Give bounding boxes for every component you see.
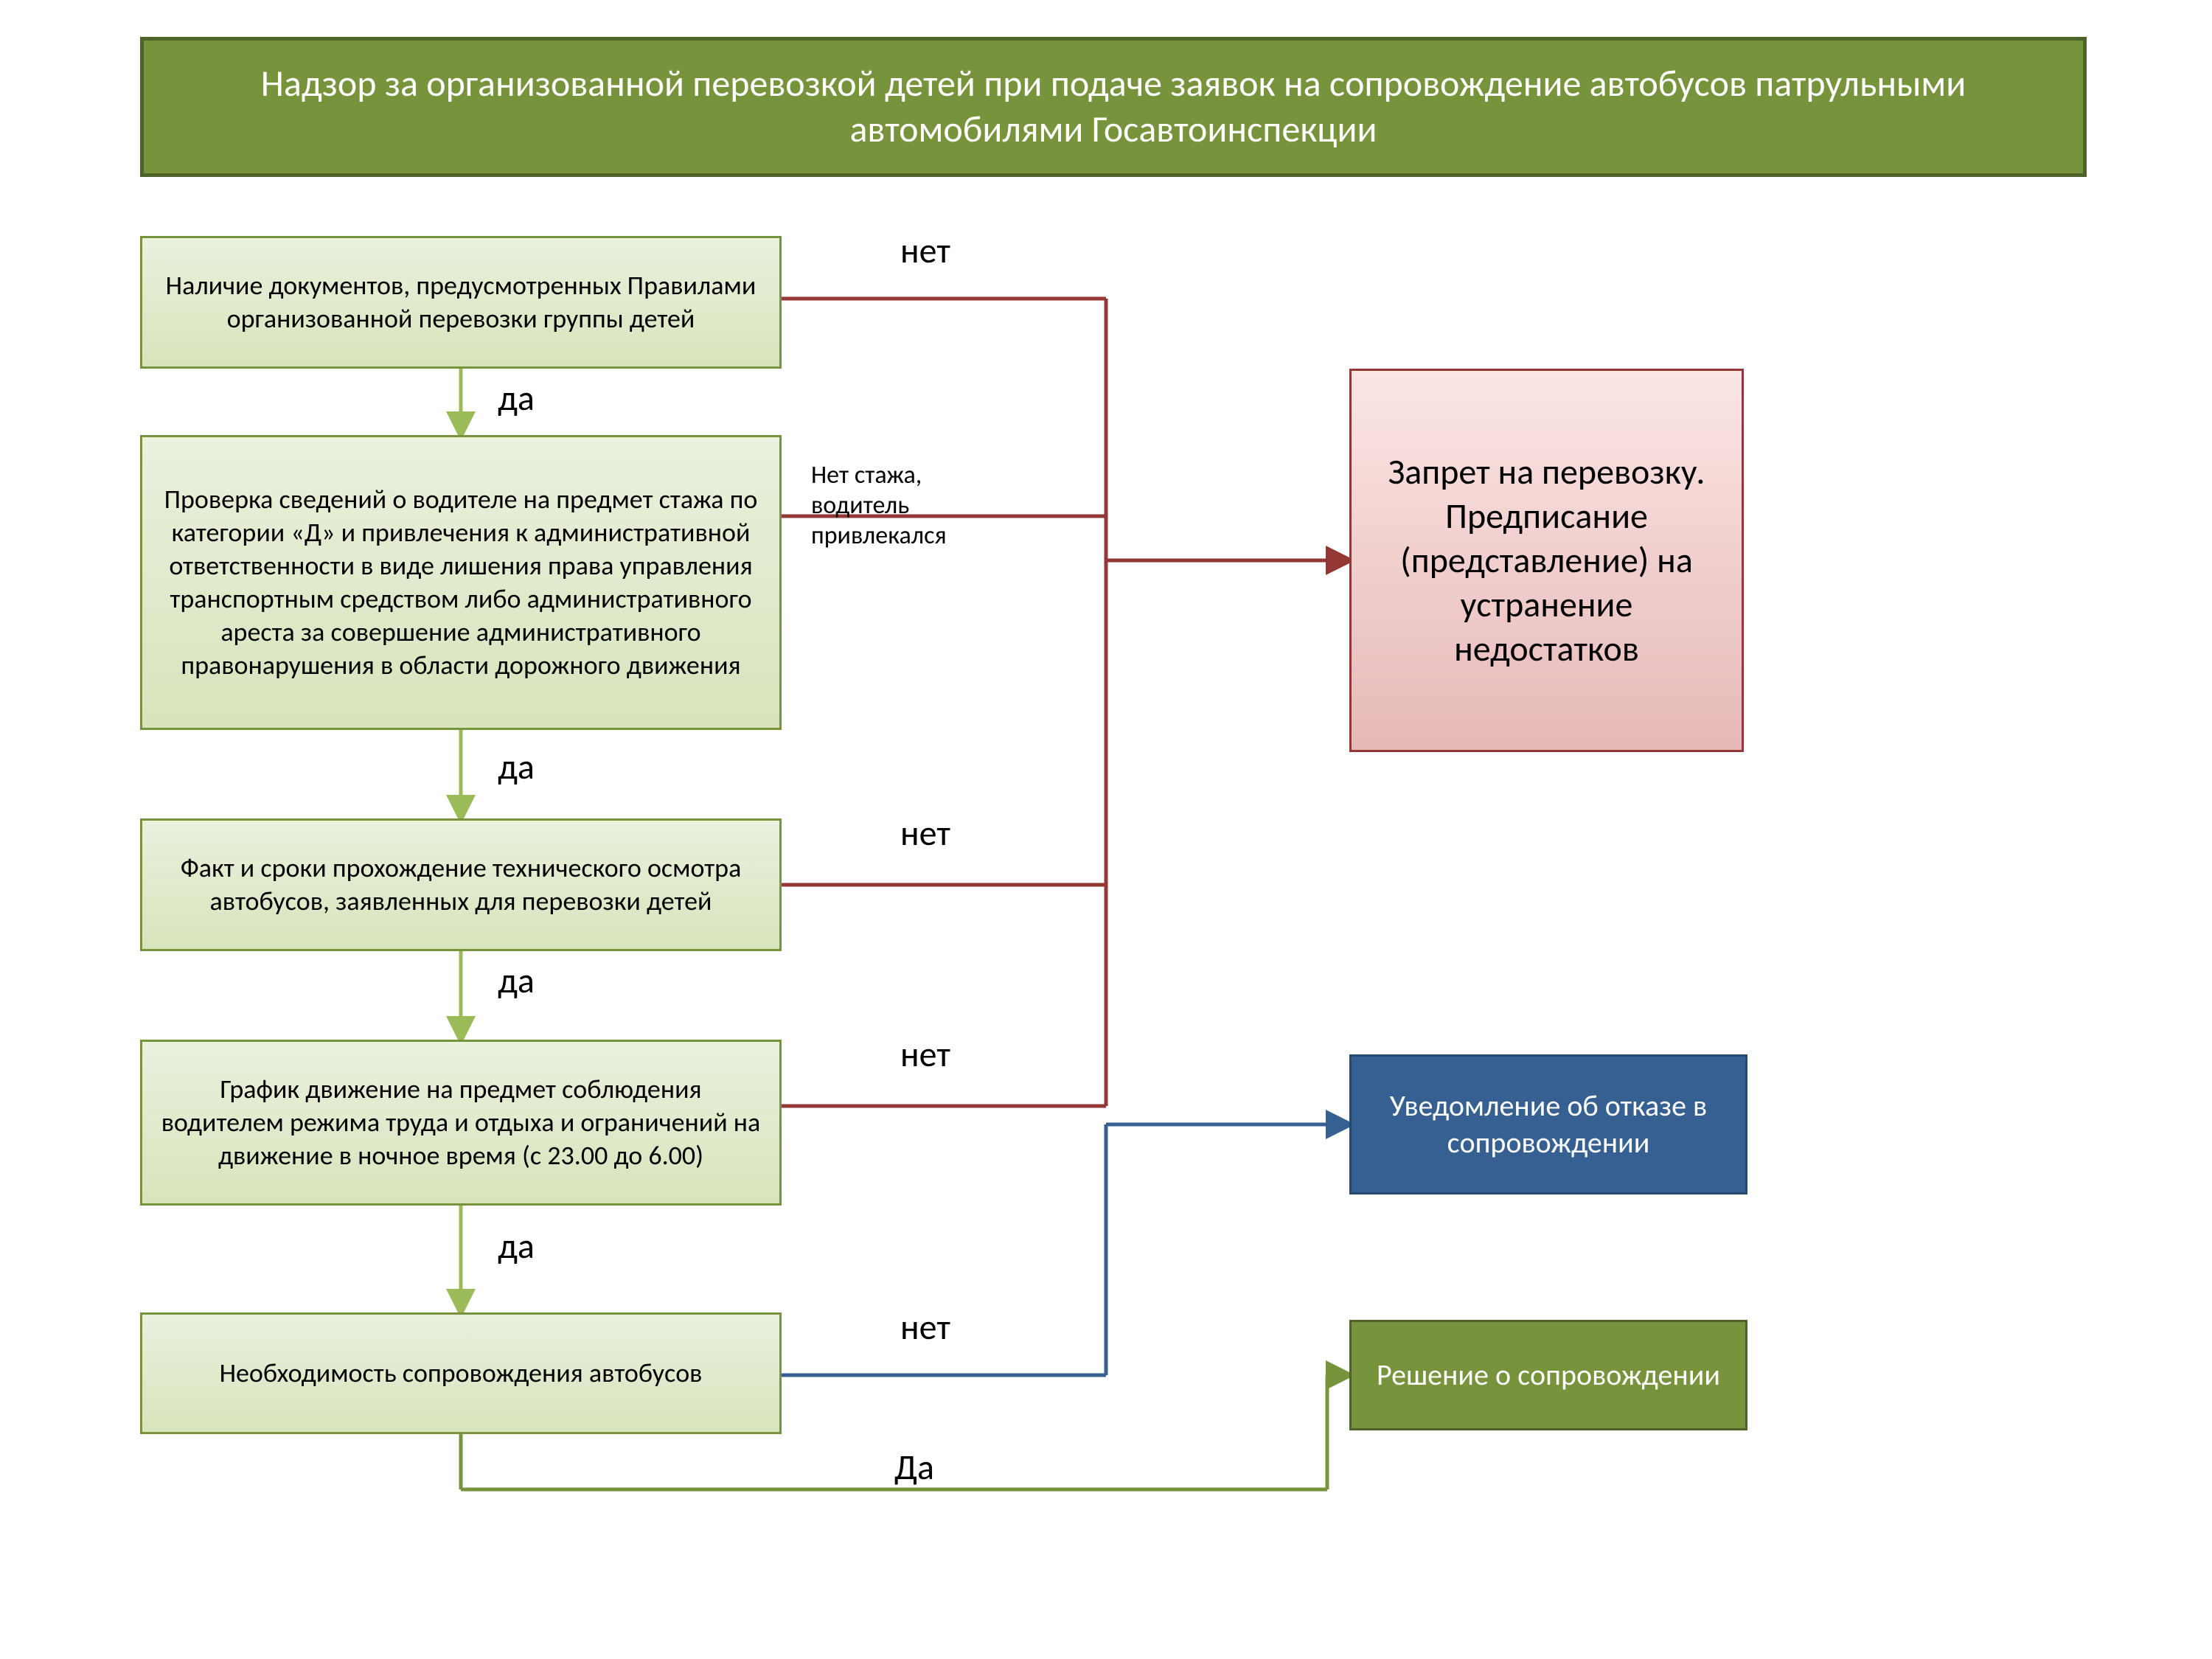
process-node: Необходимость сопровождения автобусов (140, 1312, 782, 1434)
flowchart-canvas: Надзор за организованной перевозкой дете… (0, 0, 2212, 1659)
label-driver-fail: Нет стажа,водительпривлекался (811, 461, 1032, 551)
label-yes: да (472, 376, 560, 420)
label-no: нет (870, 811, 981, 855)
process-node: Проверка сведений о водителе на предмет … (140, 435, 782, 730)
result-approval: Решение о сопровождении (1349, 1320, 1747, 1430)
label-yes: да (472, 745, 560, 788)
label-no: нет (870, 1032, 981, 1076)
label-yes-bottom: Да (870, 1445, 959, 1489)
result-prohibition: Запрет на перевозку. Предписание (предст… (1349, 369, 1744, 752)
label-yes: да (472, 1224, 560, 1267)
process-node: График движение на предмет соблюдения во… (140, 1040, 782, 1206)
process-node: Факт и сроки прохождение технического ос… (140, 818, 782, 951)
label-yes: да (472, 959, 560, 1002)
label-no: нет (870, 1305, 981, 1349)
flowchart-title: Надзор за организованной перевозкой дете… (140, 37, 2087, 177)
process-node: Наличие документов, предусмотренных Прав… (140, 236, 782, 369)
result-refusal: Уведомление об отказе в сопровождении (1349, 1054, 1747, 1194)
label-no: нет (870, 229, 981, 272)
